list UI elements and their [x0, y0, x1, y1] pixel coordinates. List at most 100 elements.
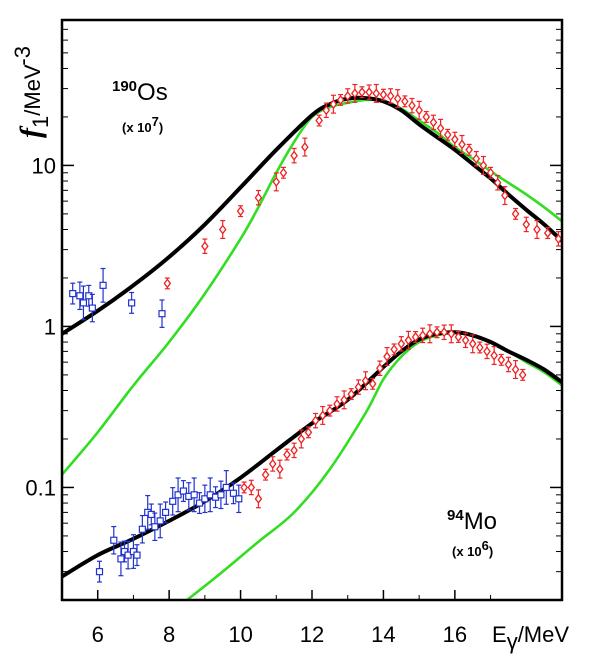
data-point-square: [133, 551, 141, 559]
x-tick-label: 12: [300, 622, 324, 647]
data-point-diamond: [458, 139, 466, 150]
annotation-mo94-mass: 94: [447, 507, 464, 524]
annotation-os190-scale-prefix: (x 10: [122, 120, 152, 135]
data-point-diamond: [479, 160, 488, 171]
data-point-diamond: [493, 177, 502, 188]
data-point-square: [161, 508, 170, 516]
model-curve-line: [62, 95, 562, 336]
data-point-diamond: [436, 123, 445, 134]
data-point-diamond: [163, 278, 172, 289]
data-point-square: [99, 281, 107, 289]
x-tick-label: 14: [371, 622, 395, 647]
data-point-diamond: [322, 105, 331, 116]
data-point-diamond: [386, 90, 395, 102]
data-point-square: [79, 299, 88, 307]
data-point-square: [222, 483, 230, 492]
data-point-diamond: [483, 346, 491, 357]
x-tick-label: 10: [228, 622, 252, 647]
data-point-diamond: [518, 369, 527, 380]
data-point-diamond: [497, 354, 506, 365]
annotation-mo94-scale: (x 106): [452, 538, 493, 559]
annotation-os190-scale-exp: 7: [152, 114, 159, 129]
annotation-os190-scale: (x 107): [122, 114, 163, 135]
data-point-diamond: [351, 88, 359, 99]
annotation-mo94-scale-exp: 6: [482, 538, 489, 553]
data-point-diamond: [451, 134, 459, 145]
series-layer: [62, 83, 562, 600]
y-tick-label: 10: [32, 153, 56, 178]
data-point-square: [190, 491, 198, 499]
data-point-diamond: [454, 331, 463, 343]
data-point-square: [147, 510, 155, 519]
data-point-diamond: [347, 389, 356, 400]
data-point-diamond: [340, 394, 348, 405]
data-point-diamond: [440, 327, 448, 338]
data-point-square: [169, 497, 177, 505]
data-point-square: [69, 289, 77, 298]
data-point-diamond: [468, 338, 477, 349]
data-point-diamond: [365, 87, 373, 98]
data-point-square: [217, 491, 225, 499]
data-point-diamond: [415, 105, 423, 116]
annotation-os190-label: 190Os: [112, 78, 168, 106]
x-tick-label: 6: [92, 622, 104, 647]
data-point-diamond: [304, 427, 313, 438]
data-point-square: [110, 536, 118, 544]
data-point-diamond: [433, 327, 441, 338]
data-point-diamond: [279, 167, 288, 178]
data-point-diamond: [329, 99, 338, 110]
data-point-diamond: [429, 117, 438, 128]
data-point-diamond: [383, 351, 391, 362]
data-point-diamond: [254, 493, 263, 504]
data-point-diamond: [472, 153, 481, 164]
data-point-square: [128, 299, 136, 307]
data-point-diamond: [522, 219, 531, 230]
data-point-diamond: [254, 192, 263, 203]
y-tick-label: 1: [44, 314, 56, 339]
data-point-diamond: [333, 398, 341, 410]
annotation-mo94-scale-prefix: (x 10: [452, 544, 482, 559]
data-point-diamond: [397, 338, 406, 349]
data-point-square: [117, 555, 125, 563]
data-point-diamond: [501, 190, 509, 201]
data-point-diamond: [326, 405, 334, 416]
data-point-diamond: [318, 410, 327, 421]
data-point-square: [229, 489, 238, 497]
data-point-square: [138, 525, 146, 533]
data-point-diamond: [504, 359, 513, 370]
data-point-diamond: [461, 335, 470, 346]
annotation-mo94-scale-suffix: ): [489, 544, 493, 559]
data-point-diamond: [290, 150, 298, 161]
data-point-diamond: [218, 224, 227, 235]
data-point-square: [151, 523, 159, 531]
data-point-diamond: [447, 328, 456, 339]
data-point-diamond: [390, 344, 398, 355]
data-point-diamond: [240, 482, 248, 493]
annotation-mo94-element: Mo: [464, 508, 497, 535]
data-point-diamond: [426, 328, 434, 339]
y-axis-title-exp: -3: [10, 46, 35, 66]
data-point-diamond: [283, 449, 291, 460]
data-point-diamond: [543, 227, 552, 239]
annotation-os190-scale-suffix: ): [159, 120, 163, 135]
data-point-diamond: [476, 342, 484, 353]
data-point-diamond: [372, 88, 381, 99]
x-tick-label: 16: [443, 622, 467, 647]
x-tick-label: 8: [163, 622, 175, 647]
data-point-diamond: [490, 350, 498, 361]
lorentz-curve-line: [62, 98, 562, 476]
data-point-square: [195, 499, 204, 507]
data-point-diamond: [301, 141, 309, 153]
data-point-diamond: [408, 100, 416, 111]
x-axis-title-main: E: [492, 622, 507, 647]
data-point-diamond: [201, 241, 209, 252]
data-point-diamond: [268, 458, 277, 470]
x-axis-title-unit: /MeV: [518, 622, 570, 647]
data-point-square: [85, 292, 93, 300]
data-point-diamond: [261, 469, 270, 480]
data-point-square: [76, 292, 84, 300]
annotation-os190-mass: 190: [112, 78, 137, 95]
data-point-diamond: [393, 93, 402, 104]
data-point-square: [158, 310, 166, 318]
